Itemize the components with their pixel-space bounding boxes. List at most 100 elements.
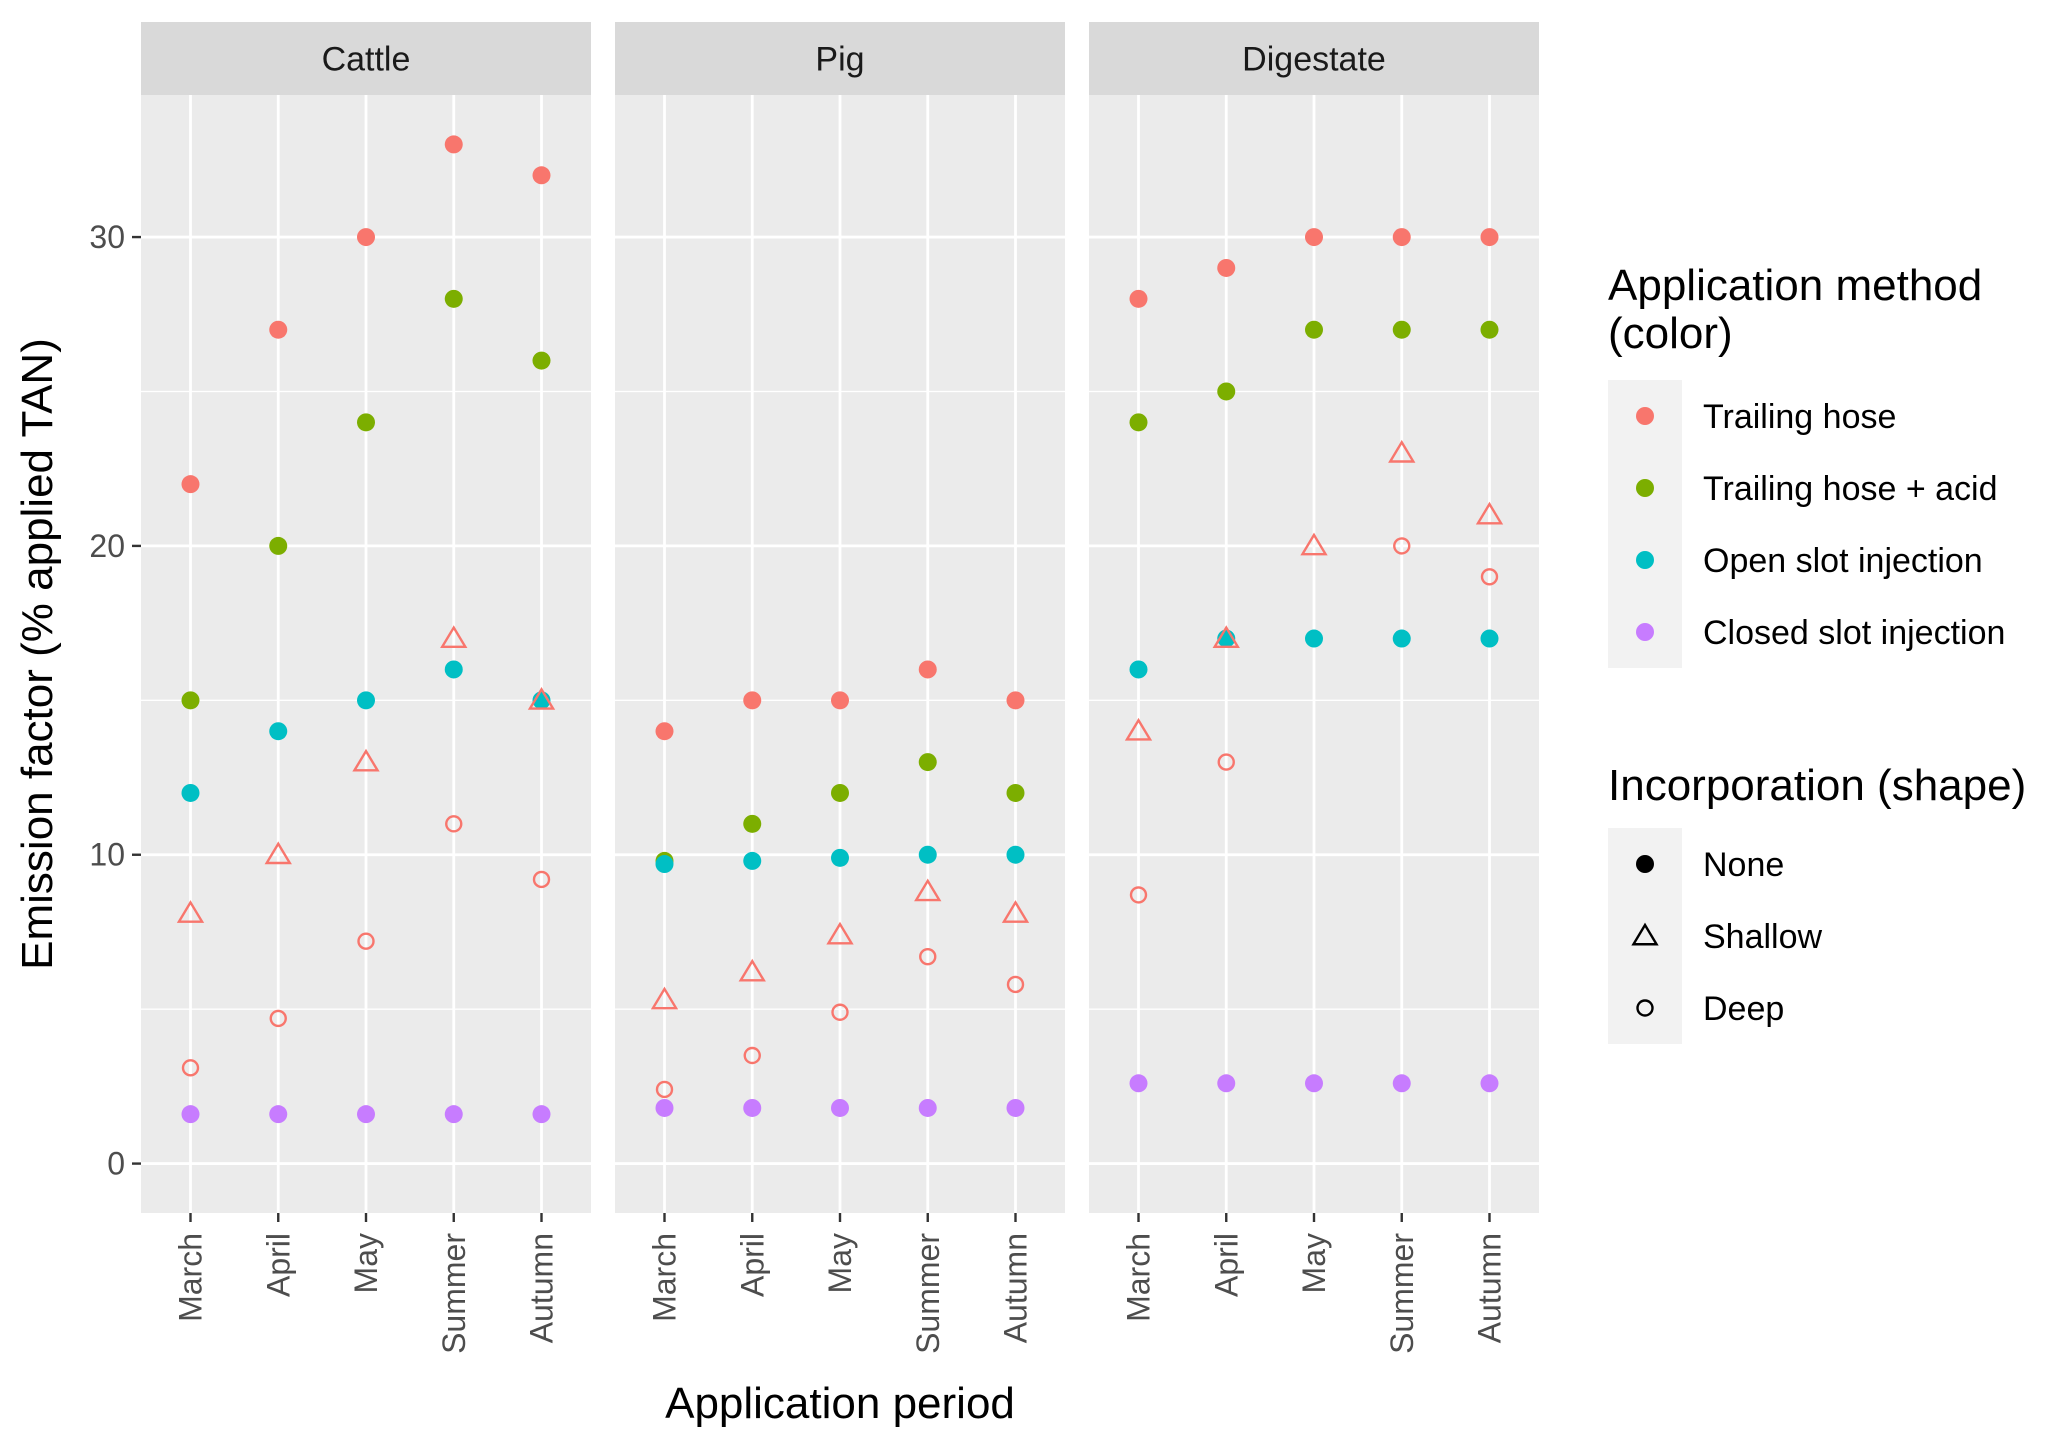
data-point bbox=[1217, 1074, 1236, 1093]
legend-key-none bbox=[1636, 855, 1654, 873]
data-point bbox=[444, 135, 463, 154]
facet-strip-label: Digestate bbox=[1242, 41, 1386, 79]
data-point bbox=[1006, 1098, 1025, 1117]
x-tick-label: Summer bbox=[436, 1233, 472, 1354]
x-tick-label: April bbox=[734, 1233, 770, 1297]
x-tick-label: March bbox=[173, 1233, 209, 1322]
data-point bbox=[1217, 753, 1235, 771]
data-point bbox=[269, 536, 288, 555]
data-point bbox=[1001, 900, 1030, 923]
y-axis: 0 10 20 30 bbox=[89, 219, 141, 1182]
data-point bbox=[532, 870, 551, 889]
data-point bbox=[269, 722, 288, 741]
data-point bbox=[1480, 568, 1499, 586]
data-point bbox=[444, 289, 463, 308]
data-point bbox=[269, 1009, 287, 1028]
data-point bbox=[357, 228, 375, 247]
data-point bbox=[1392, 320, 1411, 339]
data-point bbox=[1124, 717, 1153, 741]
series-digestate-trailing-hose-shallow bbox=[1124, 439, 1504, 741]
data-point bbox=[655, 855, 674, 874]
legend-label-deep: Deep bbox=[1703, 990, 1784, 1028]
data-point bbox=[1129, 660, 1148, 679]
y-tick-label: 20 bbox=[89, 528, 125, 564]
data-point bbox=[1392, 1074, 1411, 1093]
data-point bbox=[655, 1098, 674, 1117]
data-point bbox=[1129, 1074, 1148, 1093]
x-tick-label: March bbox=[1121, 1233, 1157, 1322]
data-point bbox=[738, 958, 766, 982]
data-point bbox=[1305, 228, 1323, 247]
data-point bbox=[743, 1046, 761, 1065]
data-point bbox=[1480, 629, 1499, 648]
y-tick-label: 10 bbox=[89, 837, 125, 873]
data-point bbox=[743, 691, 762, 710]
data-point bbox=[269, 320, 288, 339]
data-point bbox=[1480, 228, 1499, 247]
series-digestate-trailing-hose-none bbox=[1129, 228, 1499, 308]
data-point bbox=[650, 986, 679, 1010]
x-tick-label: Summer bbox=[910, 1233, 946, 1354]
series-pig-trailing-hose-deep bbox=[655, 947, 1025, 1099]
data-point bbox=[440, 625, 468, 649]
data-point bbox=[264, 841, 292, 865]
data-point bbox=[918, 753, 937, 772]
data-point bbox=[532, 351, 551, 370]
legend-label-none: None bbox=[1703, 846, 1784, 884]
legend-key-trailing-hose-acid bbox=[1636, 479, 1654, 497]
data-point bbox=[181, 1059, 200, 1077]
data-point bbox=[743, 814, 762, 833]
data-point bbox=[743, 851, 762, 870]
facet-panel-cattle: Cattle March April May Summer Autumn bbox=[141, 22, 591, 1354]
series-digestate-trailing-hose-acid-none bbox=[1129, 320, 1499, 432]
shape-legend-title: Incorporation (shape) bbox=[1608, 761, 2026, 810]
facet-strip-label: Cattle bbox=[322, 41, 411, 79]
legend-key-trailing-hose bbox=[1636, 407, 1654, 425]
data-point bbox=[1475, 501, 1504, 525]
data-points bbox=[176, 135, 1504, 1124]
legend-label-closed-slot-injection: Closed slot injection bbox=[1703, 614, 2005, 652]
data-point bbox=[181, 475, 200, 494]
data-point bbox=[918, 660, 937, 679]
data-point bbox=[831, 1098, 849, 1117]
legend-label-trailing-hose: Trailing hose bbox=[1703, 398, 1896, 436]
facet-strip bbox=[141, 22, 591, 95]
x-tick-label: Autumn bbox=[1472, 1233, 1508, 1343]
data-point bbox=[1305, 320, 1323, 339]
data-point bbox=[181, 783, 200, 802]
data-point bbox=[1305, 1074, 1323, 1093]
data-point bbox=[1006, 691, 1025, 710]
x-tick-label: Autumn bbox=[524, 1233, 560, 1343]
data-point bbox=[831, 848, 849, 867]
data-point bbox=[826, 921, 854, 945]
data-point bbox=[1129, 413, 1148, 432]
data-point bbox=[1129, 289, 1148, 308]
shape-legend: Incorporation (shape) None Shallow Deep bbox=[1608, 761, 2026, 1044]
facet-panel-digestate: Digestate March April May Summer Autumn bbox=[1089, 22, 1539, 1354]
legend-key-background bbox=[1608, 380, 1682, 668]
data-point bbox=[269, 1105, 288, 1124]
data-point bbox=[1392, 629, 1411, 648]
data-point bbox=[357, 1105, 375, 1124]
data-point bbox=[914, 878, 942, 902]
series-pig-trailing-hose-shallow bbox=[650, 878, 1030, 1010]
data-point bbox=[176, 900, 205, 923]
data-point bbox=[655, 1080, 674, 1099]
data-point bbox=[532, 1105, 551, 1124]
data-point bbox=[352, 748, 380, 772]
series-digestate-closed-slot-injection-none bbox=[1129, 1074, 1499, 1093]
data-point bbox=[1392, 228, 1411, 247]
data-point bbox=[527, 686, 556, 710]
series-pig-closed-slot-injection-none bbox=[655, 1098, 1025, 1117]
data-point bbox=[181, 1105, 200, 1124]
facet-panels: Cattle March April May Summer Autumn Pig March A… bbox=[141, 22, 1539, 1354]
data-point bbox=[1129, 886, 1148, 904]
data-point bbox=[444, 1105, 463, 1124]
data-point bbox=[831, 691, 849, 710]
data-point bbox=[357, 691, 375, 710]
data-point bbox=[1305, 629, 1323, 648]
data-point bbox=[743, 1098, 762, 1117]
data-point bbox=[1212, 625, 1240, 649]
data-point bbox=[532, 166, 551, 185]
